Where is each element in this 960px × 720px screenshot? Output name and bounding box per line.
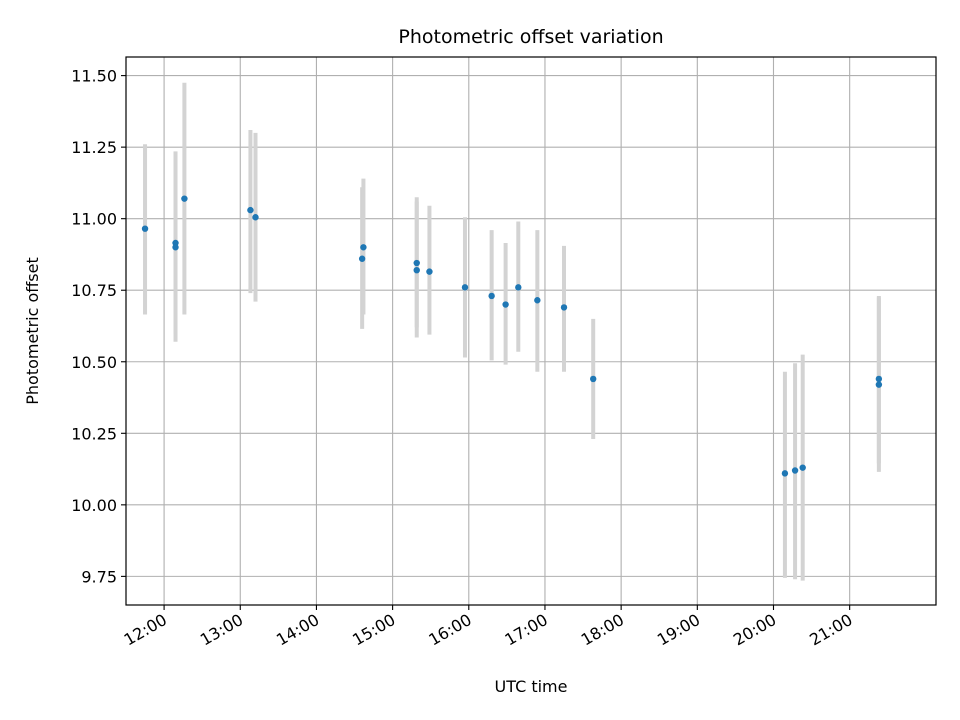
data-point bbox=[141, 225, 149, 232]
data-point bbox=[791, 467, 799, 474]
data-point bbox=[358, 255, 366, 262]
data-point bbox=[172, 244, 179, 251]
plot-area-frame bbox=[125, 56, 937, 606]
y-axis-label: Photometric offset bbox=[23, 257, 42, 405]
data-point bbox=[875, 375, 883, 383]
y-tick-label: 10.25 bbox=[71, 424, 117, 443]
data-point bbox=[426, 268, 433, 275]
data-point bbox=[360, 244, 367, 251]
y-tick-label: 11.00 bbox=[71, 210, 117, 229]
x-axis-label: UTC time bbox=[495, 677, 568, 696]
y-tick-label: 11.25 bbox=[71, 138, 117, 157]
y-axis: 9.75 10.00 10.25 10.50 10.75 11.00 11.25 11.50 bbox=[71, 67, 126, 586]
y-tick-label: 10.75 bbox=[71, 281, 117, 300]
data-point bbox=[515, 284, 522, 291]
data-point bbox=[799, 464, 806, 471]
data-point bbox=[181, 195, 188, 202]
data-point bbox=[560, 304, 568, 311]
data-point bbox=[413, 259, 420, 267]
chart-title: Photometric offset variation bbox=[398, 26, 663, 48]
data-point bbox=[875, 381, 883, 388]
data-point bbox=[461, 284, 469, 291]
data-point bbox=[488, 292, 495, 300]
data-point bbox=[534, 297, 541, 304]
data-point bbox=[781, 470, 789, 477]
data-points bbox=[141, 195, 883, 477]
y-tick-label: 9.75 bbox=[81, 567, 117, 586]
data-point bbox=[252, 214, 259, 221]
data-point bbox=[502, 301, 509, 308]
data-point bbox=[413, 266, 420, 274]
y-tick-label: 10.50 bbox=[71, 353, 117, 372]
y-tick-label: 10.00 bbox=[71, 496, 117, 515]
data-point bbox=[590, 375, 597, 383]
y-tick-label: 11.50 bbox=[71, 67, 117, 86]
data-point bbox=[247, 206, 254, 214]
